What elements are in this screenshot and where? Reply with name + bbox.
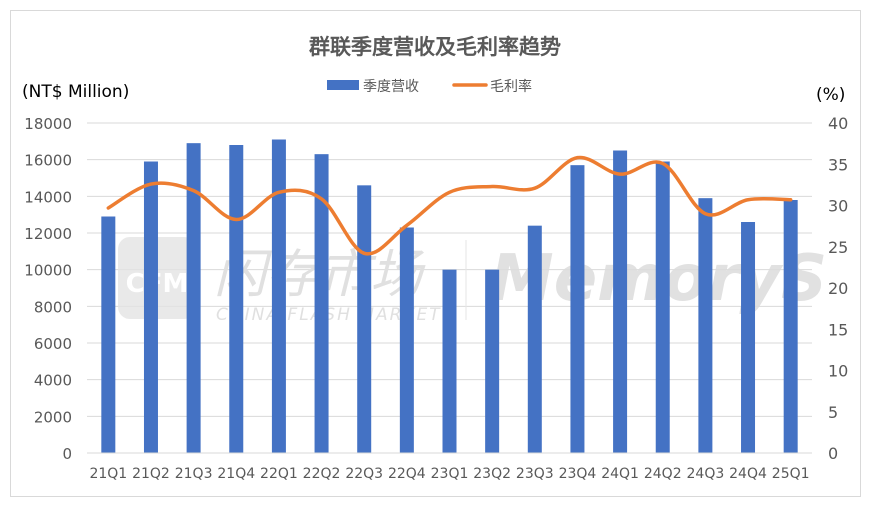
right-tick-label: 5: [828, 403, 838, 422]
right-tick-label: 40: [828, 114, 848, 133]
chart-border: [10, 10, 861, 497]
right-tick-label: 25: [828, 238, 848, 257]
legend-line-label: 毛利率: [490, 78, 532, 95]
x-tick-label: 24Q2: [644, 466, 682, 482]
left-tick-label: 16000: [24, 152, 72, 170]
right-tick-label: 10: [828, 362, 848, 381]
bar-23Q1: [442, 269, 457, 453]
x-tick-label: 21Q4: [217, 466, 255, 482]
left-tick-label: 4000: [34, 372, 72, 390]
gross-margin-line: [106, 155, 793, 256]
x-tick-label: 21Q1: [89, 466, 127, 482]
x-tick-label: 24Q1: [601, 466, 639, 482]
x-tick-label: 23Q1: [431, 466, 469, 482]
x-tick-label: 25Q1: [772, 466, 810, 482]
bar-25Q1: [783, 200, 798, 453]
left-tick-label: 10000: [24, 262, 72, 280]
bar-21Q1: [101, 216, 116, 453]
x-tick-label: 22Q3: [345, 466, 383, 482]
bar-21Q3: [186, 143, 201, 453]
bar-24Q1: [613, 150, 628, 453]
x-tick-label: 22Q1: [260, 466, 298, 482]
right-tick-label: 0: [828, 444, 838, 463]
x-tick-label: 24Q3: [687, 466, 725, 482]
bar-22Q2: [314, 154, 329, 453]
bar-22Q1: [271, 139, 286, 453]
left-tick-label: 14000: [24, 188, 72, 206]
x-tick-label: 23Q4: [559, 466, 597, 482]
bar-21Q4: [229, 145, 244, 453]
left-tick-label: 18000: [24, 115, 72, 133]
legend-bar-swatch: [327, 80, 359, 90]
legend-bar-label: 季度营收: [363, 79, 419, 95]
bar-23Q4: [570, 165, 585, 453]
bar-22Q4: [399, 227, 414, 453]
left-tick-label: 2000: [34, 408, 72, 426]
left-tick-label: 6000: [34, 335, 72, 353]
x-tick-label: 24Q4: [729, 466, 767, 482]
left-axis-label: (NT$ Million): [22, 82, 129, 102]
left-tick-label: 12000: [24, 225, 72, 243]
bar-22Q3: [357, 185, 372, 454]
bar-24Q2: [655, 161, 670, 453]
left-tick-label: 8000: [34, 298, 72, 316]
bar-24Q4: [741, 222, 756, 453]
bar-24Q3: [698, 198, 713, 453]
chart-title: 群联季度营收及毛利率趋势: [309, 35, 561, 59]
x-tick-label: 21Q2: [132, 466, 170, 482]
right-axis-label: (%): [816, 85, 845, 105]
right-tick-label: 35: [828, 155, 848, 174]
x-tick-label: 21Q3: [175, 466, 213, 482]
bar-23Q3: [527, 225, 542, 453]
x-tick-label: 23Q2: [473, 466, 511, 482]
bar-23Q2: [485, 269, 500, 453]
x-tick-label: 22Q4: [388, 466, 426, 482]
right-tick-label: 20: [828, 279, 848, 298]
left-tick-label: 0: [62, 445, 72, 463]
x-tick-label: 23Q3: [516, 466, 554, 482]
bar-21Q2: [143, 161, 158, 453]
x-tick-label: 22Q2: [303, 466, 341, 482]
right-tick-label: 15: [828, 320, 848, 339]
right-tick-label: 30: [828, 197, 848, 216]
